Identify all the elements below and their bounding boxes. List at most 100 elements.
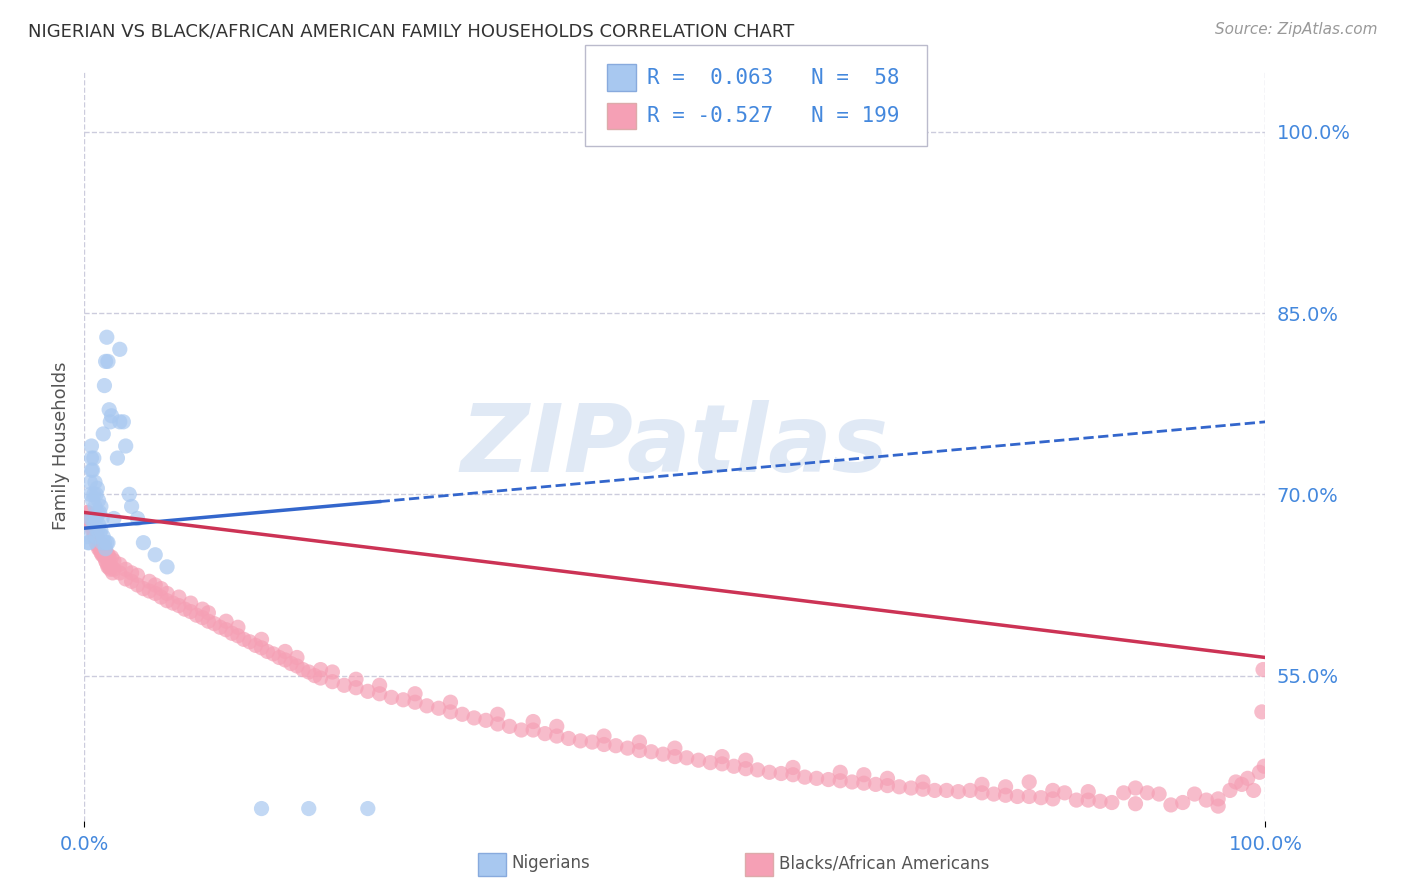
Point <box>427 701 450 715</box>
Point <box>948 784 970 798</box>
Point <box>226 620 249 634</box>
Point <box>138 584 160 599</box>
Point <box>865 777 887 791</box>
Point <box>416 698 439 713</box>
Point <box>98 402 121 417</box>
Point <box>1184 787 1206 801</box>
Point <box>368 687 391 701</box>
Point <box>404 695 426 709</box>
Point <box>344 672 367 686</box>
Point <box>782 768 804 782</box>
Point <box>215 614 238 628</box>
Point <box>91 535 114 549</box>
Point <box>569 734 592 748</box>
Point <box>1101 796 1123 810</box>
Point <box>734 753 756 767</box>
Point <box>486 717 509 731</box>
Point <box>108 558 131 572</box>
Point <box>1236 772 1258 786</box>
Point <box>114 572 136 586</box>
Point <box>84 530 107 544</box>
Point <box>112 415 135 429</box>
Point <box>747 763 769 777</box>
Point <box>1206 792 1229 806</box>
Point <box>77 511 100 525</box>
Point <box>162 596 184 610</box>
Point <box>534 726 557 740</box>
Text: Source: ZipAtlas.com: Source: ZipAtlas.com <box>1215 22 1378 37</box>
Point <box>186 608 208 623</box>
Point <box>226 629 249 643</box>
Point <box>98 562 121 576</box>
Point <box>1251 663 1274 677</box>
Point <box>84 524 107 538</box>
Point <box>245 639 267 653</box>
Point <box>84 535 107 549</box>
Point <box>91 530 114 544</box>
Point <box>77 535 100 549</box>
Point <box>98 559 121 574</box>
Point <box>156 593 179 607</box>
Point <box>80 517 103 532</box>
Point <box>93 550 115 565</box>
Point <box>91 511 114 525</box>
Point <box>285 650 308 665</box>
Point <box>1066 793 1088 807</box>
Point <box>688 753 710 767</box>
Point <box>87 493 110 508</box>
Point <box>84 500 107 514</box>
Point <box>94 554 117 568</box>
Point <box>84 475 107 490</box>
Point <box>96 535 118 549</box>
Point <box>1253 759 1275 773</box>
Point <box>215 623 238 637</box>
Point <box>97 535 120 549</box>
Point <box>1007 789 1029 804</box>
Point <box>96 556 118 570</box>
Point <box>256 644 278 658</box>
Point <box>82 524 104 538</box>
Point <box>1171 796 1194 810</box>
Point <box>309 671 332 685</box>
Point <box>616 741 638 756</box>
Point <box>108 343 131 357</box>
Point <box>593 738 616 752</box>
Point <box>98 550 121 565</box>
Point <box>357 801 380 815</box>
Point <box>90 545 112 559</box>
Point <box>321 665 343 679</box>
Point <box>114 562 136 576</box>
Point <box>1125 797 1147 811</box>
Point <box>101 566 124 580</box>
Y-axis label: Family Households: Family Households <box>52 362 70 530</box>
Point <box>285 659 308 673</box>
Point <box>1250 705 1272 719</box>
Point <box>451 707 474 722</box>
Point <box>156 559 179 574</box>
Point <box>274 644 297 658</box>
Point <box>82 511 104 525</box>
Point <box>770 766 793 780</box>
Point <box>90 500 112 514</box>
Point <box>167 590 190 604</box>
Point <box>150 582 173 596</box>
Point <box>97 354 120 368</box>
Point <box>250 640 273 655</box>
Point <box>581 735 603 749</box>
Point <box>983 787 1005 801</box>
Point <box>83 517 105 532</box>
Point <box>86 481 108 495</box>
Point <box>522 714 544 729</box>
Point <box>298 801 321 815</box>
Point <box>79 517 101 532</box>
Point <box>640 745 662 759</box>
Point <box>89 541 111 556</box>
Point <box>180 596 202 610</box>
Point <box>87 541 110 556</box>
Point <box>344 681 367 695</box>
Point <box>404 687 426 701</box>
Point <box>127 578 149 592</box>
Point <box>935 783 957 797</box>
Point <box>994 789 1017 803</box>
Point <box>80 463 103 477</box>
